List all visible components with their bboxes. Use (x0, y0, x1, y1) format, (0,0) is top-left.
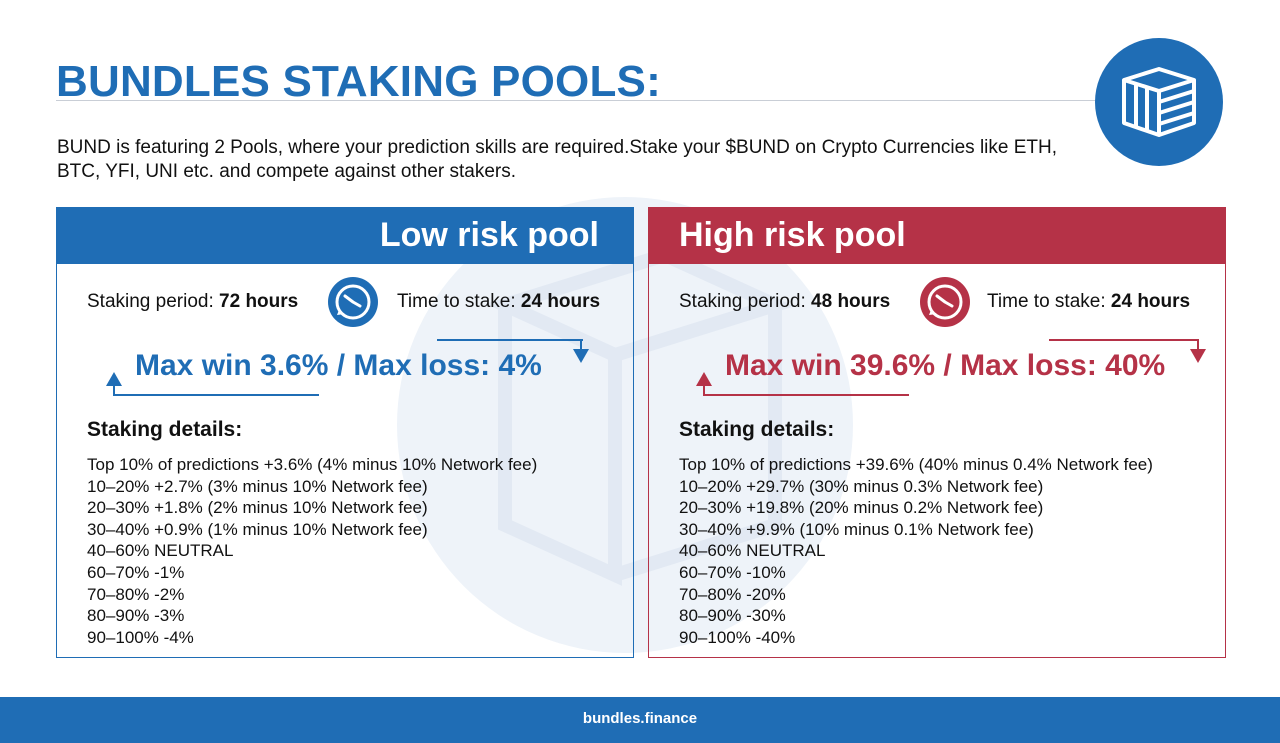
time-to-stake-value: 24 hours (520, 291, 601, 312)
list-item: 70–80% -20% (679, 584, 786, 604)
staking-period-value: 72 hours (219, 291, 299, 312)
staking-period: Staking period: 72 hours (87, 291, 298, 313)
win-arrow-stem (580, 339, 582, 351)
list-item: 40–60% NEUTRAL (679, 541, 826, 561)
staking-details-title: Staking details: (679, 418, 835, 441)
list-item: Top 10% of predictions +3.6% (4% minus 1… (87, 455, 538, 474)
high-risk-pool-header: High risk pool (649, 208, 1225, 264)
staking-period-value: 48 hours (811, 291, 891, 312)
max-win-loss: Max win 3.6% / Max loss: 4% (135, 349, 542, 382)
list-item: 10–20% +2.7% (3% minus 10% Network fee) (87, 476, 428, 496)
time-to-stake-label: Time to stake: (397, 291, 516, 312)
win-arrow-stem (1197, 339, 1199, 351)
loss-arrow-line (703, 394, 909, 396)
low-risk-pool-header: Low risk pool (57, 208, 633, 264)
list-item: 90–100% -40% (679, 627, 796, 647)
staking-details-list: Top 10% of predictions +39.6% (40% minus… (679, 454, 1153, 648)
cube-stack-icon (1095, 38, 1223, 166)
footer-bar: bundles.finance (0, 697, 1280, 743)
arrow-down-icon (573, 349, 589, 363)
list-item: 70–80% -2% (87, 584, 185, 604)
high-risk-pool-card: High risk pool Staking period: 48 hours … (648, 207, 1226, 658)
low-risk-pool-card: Low risk pool Staking period: 72 hours T… (56, 207, 634, 658)
intro-text: BUND is featuring 2 Pools, where your pr… (57, 137, 1058, 182)
loss-arrow-line (113, 394, 319, 396)
loss-arrow-stem (703, 385, 705, 396)
list-item: 80–90% -30% (679, 606, 786, 626)
list-item: Top 10% of predictions +39.6% (40% minus… (679, 455, 1153, 474)
list-item: 30–40% +9.9% (10% minus 0.1% Network fee… (679, 519, 1034, 539)
time-to-stake-value: 24 hours (1110, 291, 1191, 312)
win-arrow-line (437, 339, 583, 341)
arrow-up-icon (106, 372, 122, 386)
clock-icon (328, 277, 378, 327)
list-item: 30–40% +0.9% (1% minus 10% Network fee) (87, 519, 428, 539)
win-arrow-line (1049, 339, 1199, 341)
page-title: BUNDLES STAKING POOLS: (56, 57, 661, 106)
clock-icon (920, 277, 970, 327)
list-item: 60–70% -1% (87, 562, 185, 582)
high-risk-pool-title: High risk pool (679, 216, 906, 254)
staking-period: Staking period: 48 hours (679, 291, 890, 313)
list-item: 90–100% -4% (87, 627, 194, 647)
staking-details-title: Staking details: (87, 418, 243, 441)
time-to-stake: Time to stake: 24 hours (397, 291, 600, 313)
list-item: 60–70% -10% (679, 562, 786, 582)
list-item: 20–30% +1.8% (2% minus 10% Network fee) (87, 498, 428, 518)
footer-website-link[interactable]: bundles.finance (582, 710, 698, 727)
title-divider (56, 100, 1156, 101)
staking-period-label: Staking period: (87, 291, 214, 312)
low-risk-pool-title: Low risk pool (379, 216, 599, 254)
staking-period-label: Staking period: (679, 291, 806, 312)
list-item: 20–30% +19.8% (20% minus 0.2% Network fe… (679, 498, 1044, 518)
list-item: 10–20% +29.7% (30% minus 0.3% Network fe… (679, 476, 1044, 496)
list-item: 80–90% -3% (87, 606, 185, 626)
time-to-stake: Time to stake: 24 hours (987, 291, 1190, 313)
background-watermark-icon (397, 197, 853, 653)
time-to-stake-label: Time to stake: (987, 291, 1106, 312)
list-item: 40–60% NEUTRAL (87, 541, 234, 561)
arrow-down-icon (1190, 349, 1206, 363)
loss-arrow-stem (113, 385, 115, 396)
arrow-up-icon (696, 372, 712, 386)
staking-details-list: Top 10% of predictions +3.6% (4% minus 1… (87, 454, 537, 648)
max-win-loss: Max win 39.6% / Max loss: 40% (725, 349, 1166, 382)
